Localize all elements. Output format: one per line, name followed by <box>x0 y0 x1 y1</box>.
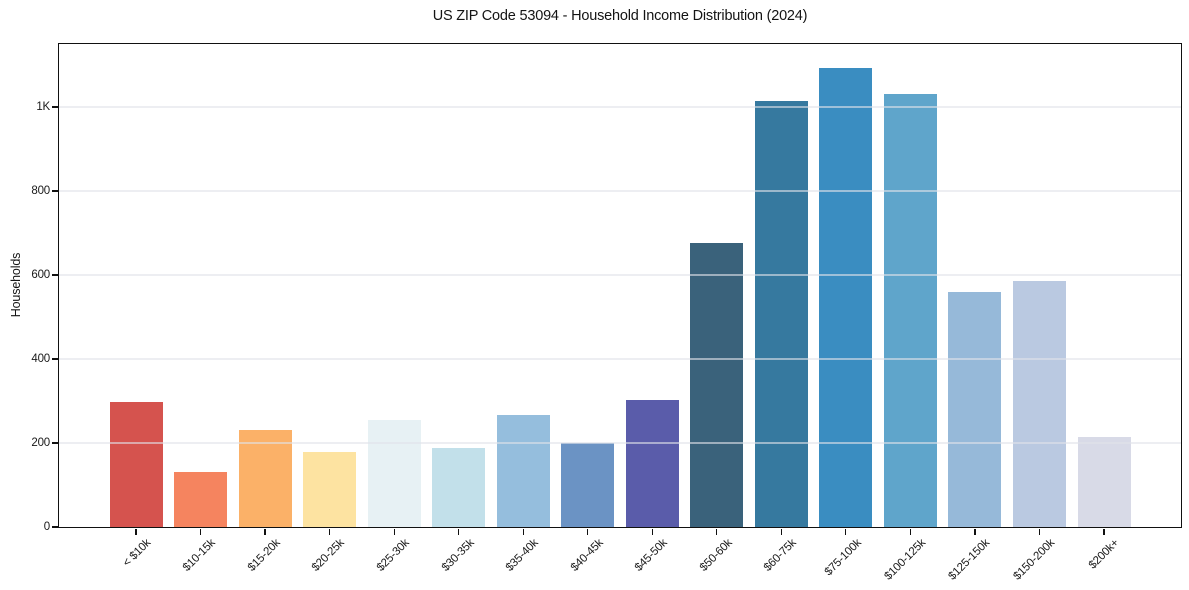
x-tick-label: $60-75k <box>761 537 799 574</box>
y-tick-mark <box>52 106 58 108</box>
bar-$100-125k <box>883 94 937 527</box>
bar-$35-40k <box>496 414 550 527</box>
x-tick-mark <box>1038 528 1041 535</box>
x-tick-label: $30-35k <box>439 537 477 574</box>
x-tick-label: $40-45k <box>568 537 606 574</box>
bar-$75-100k <box>819 67 873 527</box>
grid-layer <box>59 44 1181 527</box>
x-tick-label: $150-200k <box>1011 537 1057 583</box>
x-tick-label: $15-20k <box>245 537 283 574</box>
y-tick-label: 1K <box>36 101 50 113</box>
x-tick-mark <box>264 528 266 535</box>
bar-$25-30k <box>367 419 421 527</box>
x-tick-mark <box>199 528 202 535</box>
bar-$45-50k <box>625 400 679 527</box>
y-tick-label: 800 <box>31 185 50 197</box>
gridline-800 <box>59 190 1181 192</box>
plot-area <box>58 43 1182 528</box>
gridline-400 <box>59 358 1181 360</box>
y-tick-label: 200 <box>31 437 50 449</box>
x-tick-mark <box>135 528 137 535</box>
y-tick-mark <box>52 274 58 276</box>
x-tick-mark <box>329 528 331 535</box>
y-tick-mark <box>52 190 58 192</box>
x-tick-label: $50-60k <box>697 537 735 574</box>
y-tick-label: 400 <box>31 353 50 365</box>
bar-$50-60k <box>690 243 744 527</box>
x-tick-mark <box>780 528 782 535</box>
bar-< $10k <box>109 401 163 527</box>
x-tick-label: $100-125k <box>882 537 928 583</box>
x-tick-label: $35-40k <box>503 537 541 574</box>
x-tick-mark <box>974 528 976 535</box>
bar-$20-25k <box>303 451 357 527</box>
bar-$40-45k <box>561 443 615 527</box>
y-tick-mark <box>52 442 58 444</box>
chart-title: US ZIP Code 53094 - Household Income Dis… <box>432 8 808 24</box>
y-tick-mark <box>52 358 58 360</box>
bar-$150-200k <box>1013 280 1066 527</box>
x-tick-mark <box>845 528 847 535</box>
bar-$30-35k <box>432 447 486 527</box>
y-axis-title: Households <box>9 252 23 318</box>
x-tick-mark <box>393 528 395 535</box>
x-tick-mark <box>651 528 653 535</box>
x-tick-label: $45-50k <box>632 537 670 574</box>
x-tick-label: $125-150k <box>946 537 993 583</box>
x-tick-label: < $10k <box>121 537 154 570</box>
x-tick-label: $25-30k <box>374 537 412 574</box>
x-tick-mark <box>522 528 524 535</box>
x-tick-label: $20-25k <box>310 537 348 574</box>
bars-layer <box>59 44 1181 527</box>
bar-$10-15k <box>174 472 227 527</box>
bar-$15-20k <box>238 430 292 527</box>
x-tick-label: $75-100k <box>822 537 864 579</box>
y-tick-mark <box>52 526 58 528</box>
y-tick-label: 600 <box>31 269 50 281</box>
x-tick-mark <box>716 528 718 535</box>
gridline-200 <box>59 442 1181 444</box>
gridline-600 <box>59 274 1181 276</box>
bar-$200k+ <box>1077 436 1131 527</box>
x-tick-mark <box>587 528 589 535</box>
x-tick-label: $200k+ <box>1086 537 1122 572</box>
x-tick-mark <box>458 528 460 535</box>
gridline-1K <box>59 106 1181 108</box>
x-tick-mark <box>909 528 912 535</box>
y-tick-label: 0 <box>43 521 50 533</box>
bar-$125-150k <box>948 291 1002 527</box>
x-tick-label: $10-15k <box>181 537 218 574</box>
x-tick-mark <box>1103 528 1105 535</box>
bar-$60-75k <box>754 100 808 527</box>
